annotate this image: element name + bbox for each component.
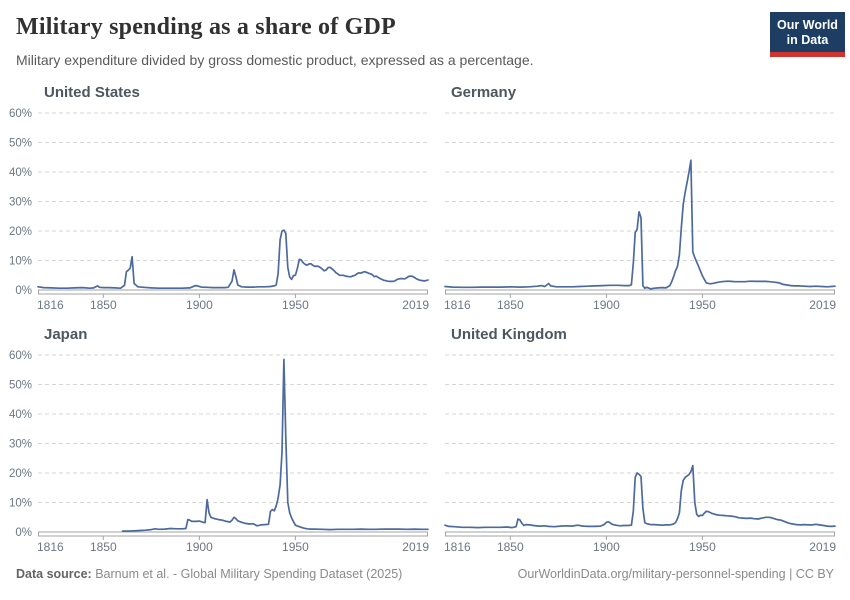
line-chart-united-kingdom: 1816 1850 1900 1950 2019 (444, 354, 836, 554)
facet-title-germany: Germany (451, 84, 517, 101)
svg-text:30%: 30% (9, 197, 32, 209)
svg-text:20%: 20% (9, 226, 32, 238)
svg-text:1900: 1900 (593, 540, 620, 554)
svg-text:2019: 2019 (402, 540, 429, 554)
svg-text:1900: 1900 (186, 540, 213, 554)
owid-url-link[interactable]: OurWorldinData.org/military-personnel-sp… (517, 567, 786, 581)
svg-text:0%: 0% (15, 285, 32, 297)
svg-text:1950: 1950 (282, 540, 309, 554)
license-label: CC BY (795, 567, 834, 581)
svg-text:1850: 1850 (497, 298, 524, 312)
svg-text:1816: 1816 (37, 540, 64, 554)
svg-text:30%: 30% (9, 439, 32, 451)
svg-text:1816: 1816 (444, 298, 471, 312)
svg-text:1950: 1950 (282, 298, 309, 312)
svg-text:50%: 50% (9, 380, 32, 392)
svg-text:60%: 60% (9, 350, 32, 362)
svg-text:40%: 40% (9, 409, 32, 421)
facet-title-united-kingdom: United Kingdom (451, 326, 567, 343)
svg-text:1950: 1950 (689, 298, 716, 312)
facet-title-united-states: United States (44, 84, 140, 101)
svg-text:1850: 1850 (90, 540, 117, 554)
chart-subtitle: Military expenditure divided by gross do… (16, 52, 534, 68)
svg-text:1900: 1900 (593, 298, 620, 312)
owid-logo: Our World in Data (770, 12, 845, 57)
svg-text:1850: 1850 (497, 540, 524, 554)
chart-footer: Data source: Barnum et al. - Global Mili… (16, 567, 834, 581)
owid-logo-line2: in Data (786, 32, 829, 47)
data-source-label: Data source: (16, 567, 92, 581)
page-title: Military spending as a share of GDP (16, 14, 396, 40)
svg-text:2019: 2019 (809, 298, 836, 312)
svg-text:0%: 0% (15, 527, 32, 539)
svg-text:50%: 50% (9, 138, 32, 150)
svg-text:1900: 1900 (186, 298, 213, 312)
line-chart-united-states: 0% 10% 20% 30% 40% 50% 60% 1816 1850 1900 1950 2019 (9, 108, 429, 312)
owid-logo-line1: Our World (777, 18, 838, 32)
line-chart-japan: 0% 10% 20% 30% 40% 50% 60% 1816 1850 1900 1950 2019 (9, 350, 429, 554)
data-source-value: Barnum et al. - Global Military Spending… (95, 567, 403, 581)
svg-text:1950: 1950 (689, 540, 716, 554)
svg-text:60%: 60% (9, 108, 32, 120)
data-source-note: Data source: Barnum et al. - Global Mili… (16, 567, 402, 581)
svg-text:1816: 1816 (37, 298, 64, 312)
svg-text:2019: 2019 (402, 298, 429, 312)
svg-text:40%: 40% (9, 167, 32, 179)
svg-text:10%: 10% (9, 256, 32, 268)
svg-text:10%: 10% (9, 498, 32, 510)
svg-text:2019: 2019 (809, 540, 836, 554)
credit-divider: | (789, 567, 793, 581)
line-chart-germany: 1816 1850 1900 1950 2019 (444, 112, 836, 312)
facet-title-japan: Japan (44, 326, 88, 343)
svg-text:1850: 1850 (90, 298, 117, 312)
svg-text:1816: 1816 (444, 540, 471, 554)
svg-text:20%: 20% (9, 468, 32, 480)
credit-note: OurWorldinData.org/military-personnel-sp… (518, 567, 834, 581)
